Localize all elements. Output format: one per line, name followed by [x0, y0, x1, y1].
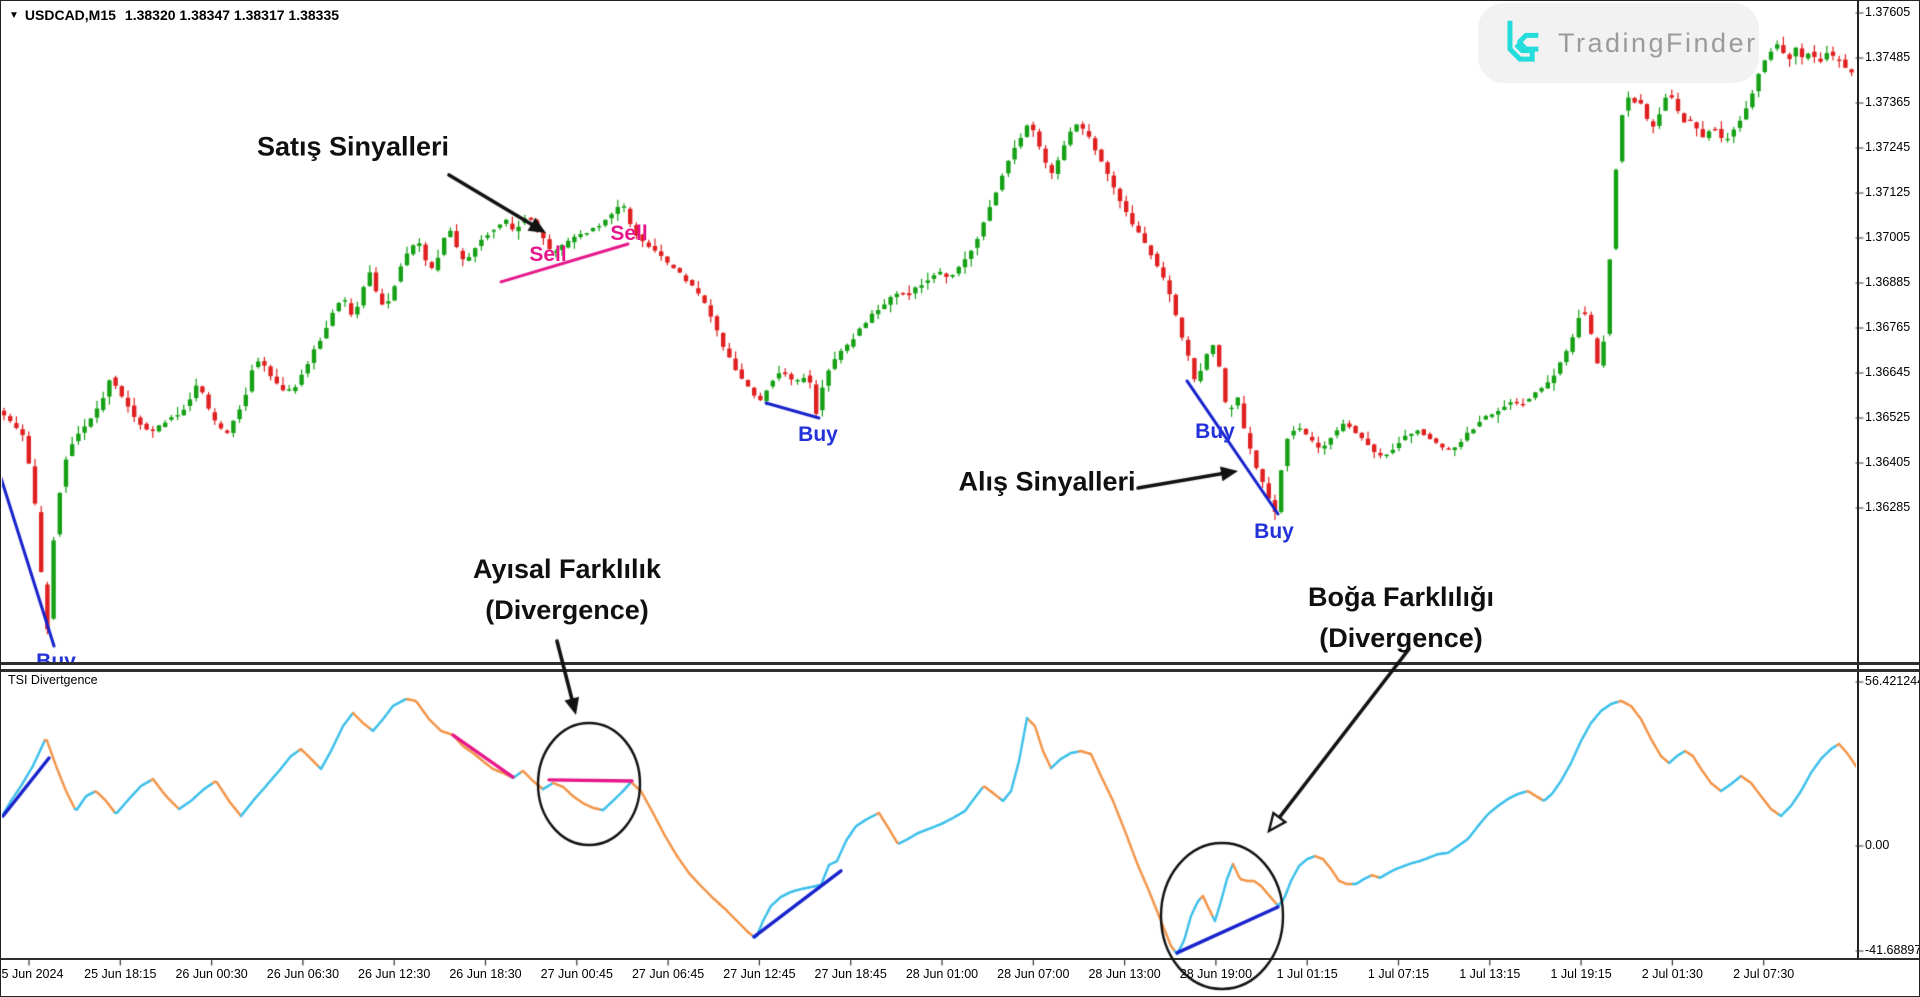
indicator-name-label: TSI Divertgence [8, 673, 98, 687]
time-axis-label: 26 Jun 18:30 [449, 967, 522, 981]
time-axis-label: 28 Jun 07:00 [997, 967, 1070, 981]
tsi-scale-zero: 0.00 [1865, 838, 1890, 852]
tradingfinder-logo: TradingFinder [1478, 3, 1759, 83]
time-axis-label: 26 Jun 06:30 [266, 967, 340, 981]
time-axis-label: 28 Jun 19:00 [1179, 967, 1253, 981]
tsi-scale-min: -41.688979 [1865, 943, 1919, 957]
sell-signal-label: Sell [610, 222, 648, 245]
time-axis-label: 25 Jun 2024 [0, 967, 64, 981]
price-axis-label: 1.36765 [1865, 320, 1911, 334]
time-axis-label: 1 Jul 01:15 [1276, 967, 1338, 981]
price-axis-label: 1.36525 [1865, 410, 1911, 424]
price-axis-label: 1.36285 [1865, 500, 1911, 514]
time-axis-label: 27 Jun 06:45 [631, 967, 705, 981]
price-axis-label: 1.36885 [1865, 275, 1911, 289]
time-scale[interactable]: 25 Jun 2024 25 Jun 18:15 26 Jun 00:30 26 Ju… [0, 963, 1919, 996]
time-axis-label: 2 Jul 01:30 [1641, 967, 1703, 981]
bearish-divergence-annotation: Ayısal Farklılık (Divergence) [473, 549, 661, 631]
price-axis-label: 1.37125 [1865, 185, 1911, 199]
bearish-divergence-line1: Ayısal Farklılık [472, 554, 662, 584]
bullish-divergence-line1: Boğa Farklılığı [1307, 582, 1495, 612]
buy-signal-label: Buy [1195, 420, 1235, 443]
time-axis-label: 25 Jun 18:15 [84, 967, 157, 981]
sell-signal-label: Sell [529, 243, 567, 266]
price-axis-label: 1.37005 [1865, 230, 1911, 244]
time-axis-label: 1 Jul 07:15 [1367, 967, 1430, 981]
bullish-divergence-line2: (Divergence) [1319, 623, 1483, 653]
buy-signal-label: Buy [798, 423, 838, 446]
buy-signal-label: Buy [1254, 520, 1294, 543]
price-axis-label: 1.36645 [1865, 365, 1911, 379]
time-axis-label: 28 Jun 13:00 [1088, 967, 1161, 981]
time-axis-label: 27 Jun 18:45 [814, 967, 887, 981]
bullish-divergence-annotation: Boğa Farklılığı (Divergence) [1308, 577, 1494, 659]
tradingfinder-logo-text: TradingFinder [1558, 27, 1758, 58]
buy-signals-annotation: Alış Sinyalleri [958, 466, 1136, 497]
bearish-divergence-line2: (Divergence) [485, 595, 649, 625]
price-axis-label: 1.36405 [1865, 455, 1911, 469]
time-axis-label: 1 Jul 19:15 [1550, 967, 1612, 981]
time-axis-label: 1 Jul 13:15 [1459, 967, 1521, 981]
time-axis-label: 2 Jul 07:30 [1733, 967, 1795, 981]
time-axis-label: 28 Jun 01:00 [905, 967, 979, 981]
price-axis-label: 1.37245 [1865, 140, 1911, 154]
time-axis-label: 26 Jun 12:30 [358, 967, 431, 981]
price-axis-label: 1.37485 [1865, 50, 1911, 64]
price-scale[interactable]: 1.37605 1.37485 1.37365 1.37245 1.37125 1.370… [1863, 1, 1919, 959]
price-axis-label: 1.37365 [1865, 95, 1911, 109]
time-axis-label: 27 Jun 00:45 [540, 967, 613, 981]
time-axis-label: 26 Jun 00:30 [175, 967, 248, 981]
tradingfinder-mark-icon [1507, 20, 1539, 62]
time-axis-label: 27 Jun 12:45 [723, 967, 796, 981]
price-axis-label: 1.37605 [1865, 5, 1911, 19]
sell-signals-annotation: Satış Sinyalleri [256, 131, 450, 162]
tsi-scale-max: 56.421244 [1865, 674, 1920, 688]
